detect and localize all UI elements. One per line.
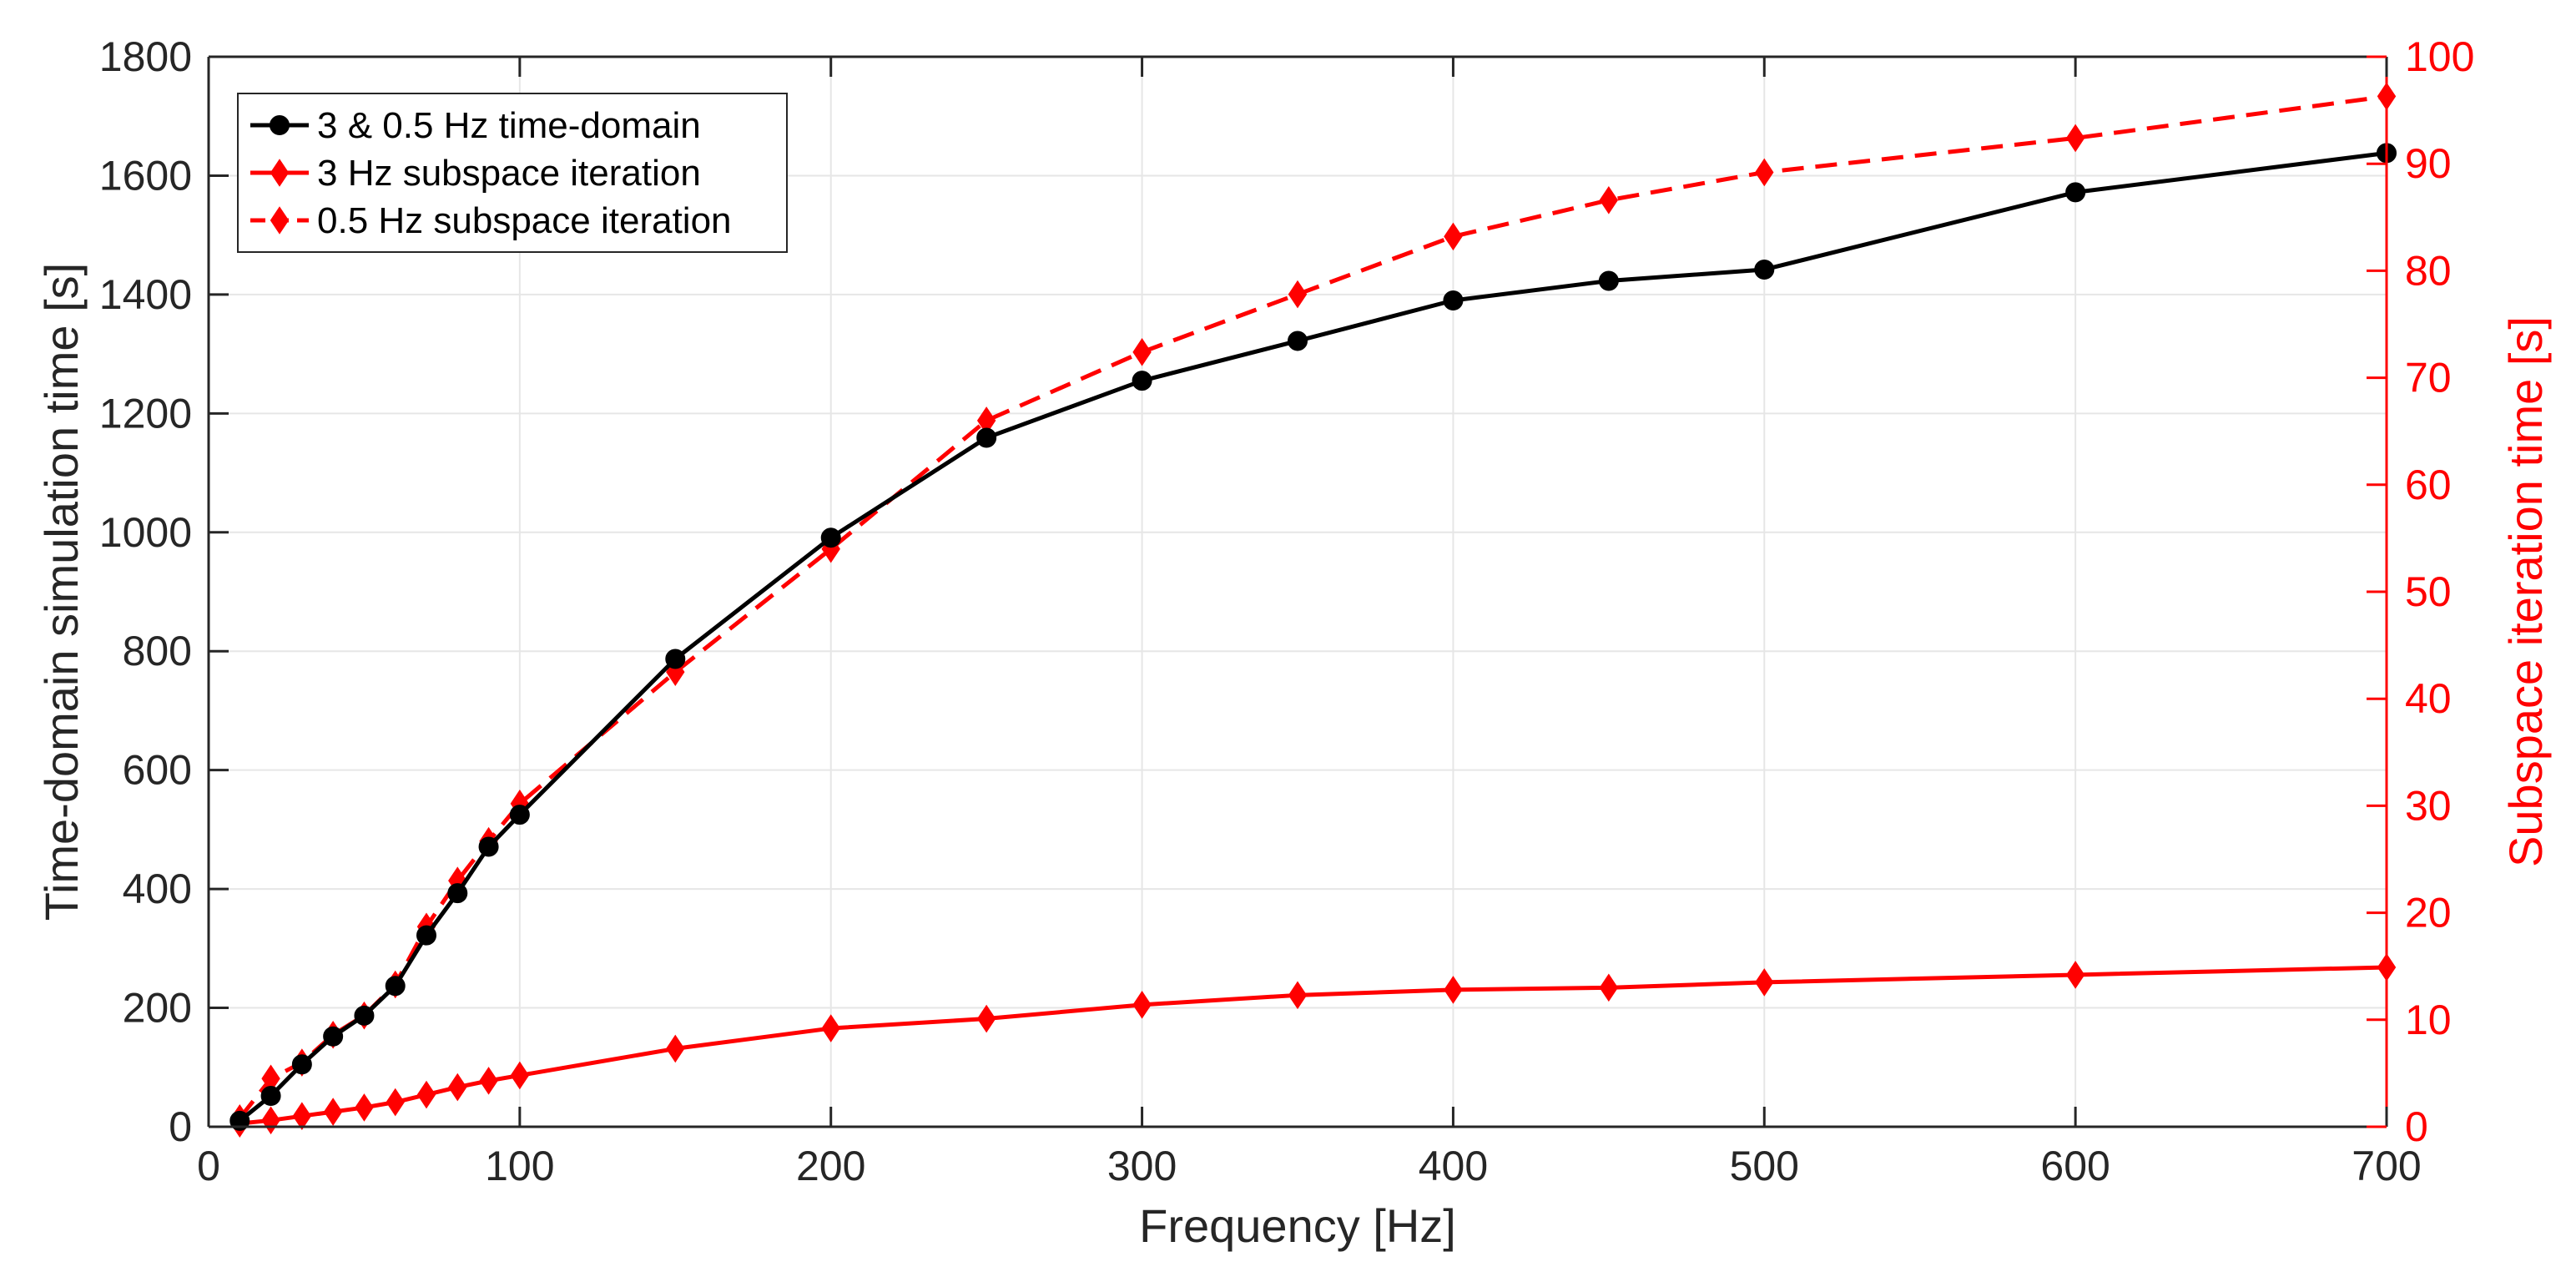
- y-right-tick-label: 10: [2405, 997, 2452, 1043]
- data-point: [976, 1004, 996, 1033]
- data-point: [1288, 331, 1308, 351]
- ticks: 0 100 200 300 400 500 600 700020040060080010001…: [99, 33, 2475, 1189]
- data-point: [478, 836, 499, 857]
- y-right-tick-label: 60: [2405, 462, 2452, 508]
- data-point: [820, 527, 841, 548]
- data-point: [665, 649, 686, 669]
- data-point: [1132, 371, 1152, 391]
- data-point: [1754, 259, 1775, 280]
- legend: 3 & 0.5 Hz time-domain 3 Hz subspace iter…: [237, 93, 788, 253]
- data-point: [385, 976, 406, 997]
- y-right-tick-label: 0: [2405, 1103, 2428, 1150]
- data-point: [1443, 290, 1464, 311]
- legend-box: [237, 93, 788, 253]
- right-axis-title: Subspace iteration time [s]: [2499, 316, 2552, 867]
- data-point: [509, 805, 530, 825]
- y-left-tick-label: 1000: [99, 509, 192, 556]
- y-left-tick-label: 800: [123, 628, 192, 674]
- y-right-tick-label: 50: [2405, 568, 2452, 615]
- data-point: [1755, 158, 1774, 187]
- data-point: [448, 1073, 467, 1102]
- data-point: [1599, 185, 1619, 215]
- x-tick-label: 100: [485, 1143, 554, 1189]
- legend-item: 3 & 0.5 Hz time-domain: [250, 105, 701, 146]
- x-tick-label: 600: [2040, 1143, 2110, 1189]
- axis-titles: Frequency [Hz] Time-domain simulation ti…: [35, 263, 2552, 1252]
- x-tick-label: 400: [1419, 1143, 1488, 1189]
- y-left-tick-label: 0: [169, 1103, 192, 1150]
- y-right-tick-label: 90: [2405, 140, 2452, 187]
- grid: [209, 57, 2387, 1127]
- data-point: [386, 1088, 405, 1117]
- y-left-tick-label: 200: [123, 985, 192, 1032]
- x-axis-title: Frequency [Hz]: [1139, 1199, 1456, 1252]
- y-right-tick-label: 20: [2405, 890, 2452, 936]
- data-point: [2065, 182, 2086, 203]
- legend-label: 3 & 0.5 Hz time-domain: [317, 105, 701, 146]
- y-left-tick-label: 1600: [99, 152, 192, 199]
- legend-swatch-marker: [270, 206, 290, 235]
- data-point: [1599, 973, 1619, 1002]
- y-left-tick-label: 1400: [99, 271, 192, 318]
- series-0: [229, 143, 2397, 1131]
- y-right-tick-label: 30: [2405, 782, 2452, 829]
- legend-swatch-marker: [270, 115, 290, 135]
- data-point: [479, 1067, 498, 1095]
- legend-label: 0.5 Hz subspace iteration: [317, 200, 732, 241]
- data-point: [510, 1061, 530, 1090]
- data-point: [355, 1093, 374, 1122]
- y-left-tick-label: 1800: [99, 33, 192, 80]
- data-point: [229, 1110, 250, 1131]
- legend-swatch-marker: [270, 159, 290, 187]
- data-point: [2065, 124, 2085, 153]
- y-left-tick-label: 1200: [99, 390, 192, 437]
- data-point: [291, 1054, 312, 1075]
- data-point: [292, 1102, 312, 1130]
- y-left-tick-label: 600: [123, 747, 192, 794]
- y-right-tick-label: 80: [2405, 247, 2452, 294]
- data-point: [1598, 270, 1619, 291]
- left-axis-title: Time-domain simulation time [s]: [35, 263, 88, 921]
- data-point: [416, 925, 436, 946]
- data-point: [1132, 991, 1152, 1019]
- series-layer: [229, 82, 2397, 1138]
- data-point: [1132, 338, 1152, 366]
- data-point: [2065, 961, 2085, 989]
- legend-label: 3 Hz subspace iteration: [317, 153, 701, 194]
- data-point: [447, 883, 468, 904]
- data-point: [416, 1080, 436, 1109]
- y-right-tick-label: 70: [2405, 355, 2452, 401]
- data-point: [1288, 981, 1308, 1010]
- data-point: [821, 1014, 840, 1042]
- data-point: [1444, 222, 1463, 251]
- data-point: [1288, 280, 1308, 309]
- series-1: [230, 953, 2397, 1138]
- data-point: [666, 1034, 685, 1063]
- y-right-tick-label: 100: [2405, 33, 2474, 80]
- x-tick-label: 200: [796, 1143, 865, 1189]
- data-point: [323, 1026, 344, 1047]
- data-point: [354, 1005, 375, 1026]
- data-point: [1755, 968, 1774, 997]
- x-tick-label: 0: [197, 1143, 220, 1189]
- legend-item: 0.5 Hz subspace iteration: [250, 200, 732, 241]
- y-right-tick-label: 40: [2405, 675, 2452, 722]
- data-point: [976, 427, 997, 448]
- data-point: [260, 1085, 281, 1106]
- data-point: [1444, 976, 1463, 1004]
- x-tick-label: 500: [1730, 1143, 1799, 1189]
- legend-item: 3 Hz subspace iteration: [250, 153, 701, 194]
- data-point: [323, 1098, 343, 1126]
- x-tick-label: 700: [2352, 1143, 2421, 1189]
- x-tick-label: 300: [1107, 1143, 1177, 1189]
- y-left-tick-label: 400: [123, 866, 192, 912]
